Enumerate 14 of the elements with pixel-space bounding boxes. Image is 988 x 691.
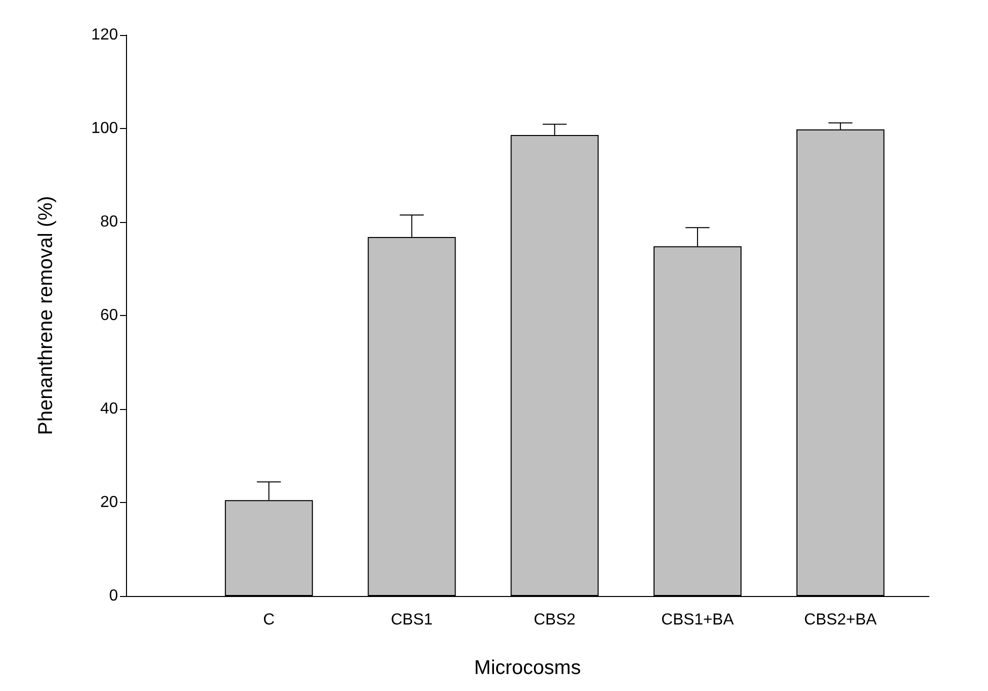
y-tick-label: 20 (100, 494, 118, 511)
x-tick-label: CBS1+BA (661, 612, 734, 628)
y-tick-label: 60 (100, 307, 118, 324)
x-tick-label: CBS2+BA (804, 612, 877, 628)
y-tick-label: 80 (100, 214, 118, 230)
y-axis-title: Phenanthrene removal (%) (35, 196, 57, 436)
y-tick-label: 120 (91, 26, 118, 44)
y-tick-label: 100 (91, 120, 118, 137)
x-tick-label: CBS1 (390, 612, 433, 628)
y-tick-label: 0 (109, 588, 118, 604)
x-axis-title: Microcosms (474, 657, 581, 679)
x-tick-label: CBS2 (534, 612, 576, 628)
x-tick-label: C (263, 612, 275, 628)
y-tick-label: 40 (100, 400, 118, 418)
